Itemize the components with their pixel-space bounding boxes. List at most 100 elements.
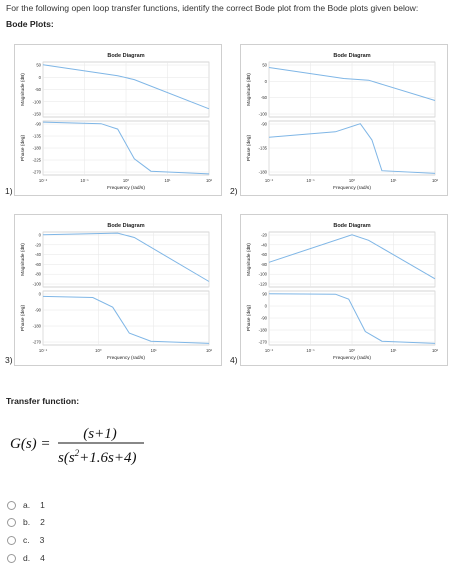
mag-tick-label: -40 (35, 252, 42, 257)
mag-tick-label: 0 (39, 75, 42, 80)
phase-tick-label: -180 (33, 146, 42, 151)
bode-plot-1-svg: Bode Diagram 10⁻² 10⁻¹ 10⁰ 10¹ 10² 50 0 -50 -100 -… (20, 53, 213, 191)
question-text: For the following open loop transfer fun… (6, 3, 419, 13)
phase-axis-label: Phase (deg) (246, 135, 252, 162)
bode-plot-3: Bode Diagram 10⁻¹ 10⁰ 10¹ 10² 0 -20 -40 -60 -80 -1… (14, 214, 222, 366)
phase-axes (42, 290, 210, 346)
phase-tick-label: 90 (262, 292, 267, 297)
x-tick-label: 10¹ (390, 178, 397, 183)
phase-tick-label: 0 (39, 292, 42, 297)
plot-number-3: 3) (5, 355, 13, 365)
x-tick-label: 10² (432, 348, 439, 353)
option-c[interactable]: c. 3 (7, 535, 44, 545)
radio-button[interactable] (7, 500, 16, 510)
x-tick-label: 10¹ (151, 348, 158, 353)
svg-text:s(s2+1.6s+4): s(s2+1.6s+4) (58, 448, 137, 466)
frequency-axis-label: Frequency (rad/s) (333, 355, 371, 361)
mag-tick-label: -100 (259, 112, 268, 117)
x-tick-label: 10⁰ (349, 348, 356, 353)
mag-tick-label: -80 (261, 262, 268, 267)
radio-button[interactable] (7, 535, 16, 545)
magnitude-axis-label: Magnitude (dB) (20, 73, 26, 106)
mag-tick-label: -50 (261, 95, 268, 100)
magnitude-curve (268, 234, 436, 280)
phase-tick-label: -180 (259, 328, 268, 333)
formula-numerator: (s+1) (83, 426, 116, 442)
plot-title: Bode Diagram (333, 223, 370, 229)
formula-denominator-suffix: +1.6s+4) (79, 450, 136, 466)
mag-tick-label: 0 (265, 79, 268, 84)
plot-title: Bode Diagram (107, 53, 144, 59)
bode-plot-4-svg: Bode Diagram 10⁻² 10⁻¹ 10⁰ 10¹ 10² -20 -40 -60 -8… (246, 223, 439, 361)
x-tick-label: 10⁻² (39, 178, 48, 183)
mag-tick-label: -40 (261, 242, 268, 247)
mag-tick-label: -20 (261, 233, 268, 238)
phase-tick-label: 0 (265, 304, 268, 309)
phase-tick-label: -90 (35, 122, 42, 127)
phase-axis-label: Phase (deg) (20, 305, 26, 332)
mag-tick-label: -20 (35, 242, 42, 247)
mag-tick-label: 0 (39, 233, 42, 238)
phase-tick-label: -270 (33, 340, 42, 345)
option-d[interactable]: d. 4 (7, 553, 45, 563)
formula-denominator-exp: 2 (75, 448, 80, 458)
mag-tick-label: -60 (261, 252, 268, 257)
x-tick-label: 10⁻¹ (80, 178, 89, 183)
magnitude-axes (42, 231, 210, 288)
phase-tick-label: -90 (35, 308, 42, 313)
mag-tick-label: -100 (33, 282, 42, 287)
magnitude-curve (42, 64, 210, 110)
mag-tick-label: -100 (33, 99, 42, 104)
x-tick-label: 10¹ (164, 178, 171, 183)
magnitude-axis-label: Magnitude (dB) (20, 243, 26, 276)
phase-tick-label: -180 (259, 170, 268, 175)
magnitude-axis-label: Magnitude (dB) (246, 243, 252, 276)
phase-curve (268, 293, 436, 344)
x-tick-label: 10² (432, 178, 439, 183)
mag-tick-label: -120 (259, 282, 268, 287)
bode-plot-2-svg: Bode Diagram 10⁻² 10⁻¹ 10⁰ 10¹ 10² 50 0 -50 -100 -… (246, 53, 439, 191)
transfer-function-formula: G(s) = (s+1) s(s2+1.6s+4) (10, 426, 144, 466)
x-tick-label: 10⁻¹ (39, 348, 48, 353)
mag-tick-label: 50 (36, 63, 41, 68)
plot-title: Bode Diagram (333, 53, 370, 59)
phase-tick-label: -90 (261, 316, 268, 321)
bode-plot-1: Bode Diagram 10⁻² 10⁻¹ 10⁰ 10¹ 10² 50 0 -50 -100 -… (14, 44, 222, 196)
plot-number-2: 2) (230, 186, 238, 196)
mag-tick-label: -80 (35, 272, 42, 277)
magnitude-curve (268, 67, 436, 101)
plot-title: Bode Diagram (107, 223, 144, 229)
frequency-axis-label: Frequency (rad/s) (107, 185, 145, 191)
frequency-axis-label: Frequency (rad/s) (107, 355, 145, 361)
option-b[interactable]: b. 2 (7, 517, 45, 527)
frequency-axis-label: Frequency (rad/s) (333, 185, 371, 191)
x-tick-label: 10⁻² (265, 348, 274, 353)
phase-tick-label: -180 (33, 324, 42, 329)
x-tick-label: 10² (206, 348, 213, 353)
magnitude-axis-label: Magnitude (dB) (246, 73, 252, 106)
mag-tick-label: -150 (33, 112, 42, 117)
x-tick-label: 10⁻² (265, 178, 274, 183)
option-a[interactable]: a. 1 (7, 500, 45, 510)
plot-number-4: 4) (230, 355, 238, 365)
mag-tick-label: 50 (262, 63, 267, 68)
plot-number-1: 1) (5, 186, 13, 196)
bode-plot-2: Bode Diagram 10⁻² 10⁻¹ 10⁰ 10¹ 10² 50 0 -50 -100 -… (240, 44, 448, 196)
formula-lhs: G(s) = (10, 436, 51, 452)
x-tick-label: 10⁻¹ (306, 178, 315, 183)
x-tick-label: 10⁰ (123, 178, 130, 183)
x-tick-label: 10¹ (390, 348, 397, 353)
bode-plot-4: Bode Diagram 10⁻² 10⁻¹ 10⁰ 10¹ 10² -20 -40 -60 -8… (240, 214, 448, 366)
phase-curve (268, 123, 436, 174)
x-tick-label: 10⁻¹ (306, 348, 315, 353)
mag-tick-label: -60 (35, 262, 42, 267)
bode-plot-3-svg: Bode Diagram 10⁻¹ 10⁰ 10¹ 10² 0 -20 -40 -60 -80 -1… (20, 223, 213, 361)
radio-button[interactable] (7, 553, 16, 563)
transfer-function-heading: Transfer function: (6, 396, 80, 406)
mag-tick-label: -100 (259, 272, 268, 277)
phase-tick-label: -225 (33, 158, 42, 163)
radio-button[interactable] (7, 517, 16, 527)
formula-denominator-prefix: s(s (58, 450, 75, 466)
x-tick-label: 10² (206, 178, 213, 183)
x-tick-label: 10⁰ (349, 178, 356, 183)
